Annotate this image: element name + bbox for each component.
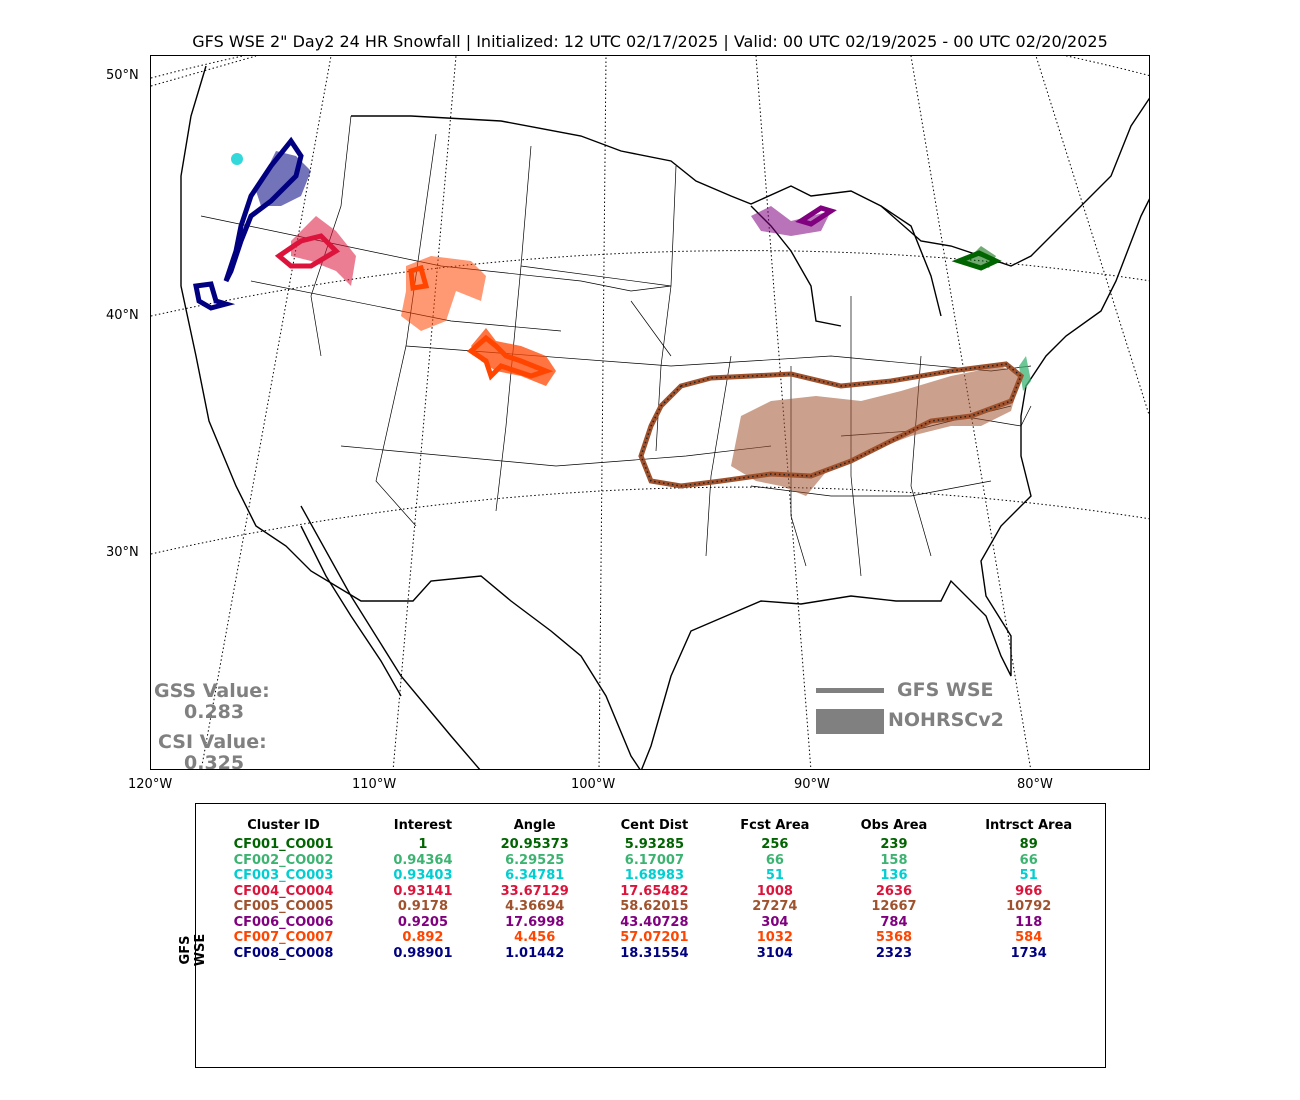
legend-forecast-label: GFS WSE — [897, 679, 994, 701]
legend-observed-label: NOHRSCv2 — [888, 709, 1004, 731]
gss-value: 0.283 — [184, 701, 245, 723]
map-title: GFS WSE 2" Day2 24 HR Snowfall | Initial… — [192, 32, 1108, 51]
header-obs-area: Obs Area — [860, 818, 928, 833]
table-cell: 33.67129 — [500, 883, 569, 899]
state-borders — [200, 115, 1032, 577]
lon-label-80: 80°W — [1017, 777, 1053, 792]
table-row: CF007_CO007 0.892 4.456 57.07201 1032 5368 584 — [196, 930, 1105, 946]
table-cell: 0.93141 — [393, 883, 453, 899]
header-cluster-id: Cluster ID — [247, 818, 320, 833]
table-cell: 1734 — [1010, 945, 1047, 961]
table-header-row: Cluster ID Interest Angle Cent Dist Fcst… — [196, 814, 1105, 837]
lat-label-40: 40°N — [106, 308, 139, 323]
table-row: CF002_CO002 0.94364 6.29525 6.17007 66 158 66 — [196, 853, 1105, 869]
table-cell: 1008 — [756, 883, 793, 899]
table-cell: 89 — [1019, 837, 1038, 852]
table-cell: 256 — [761, 837, 789, 852]
table-cell: 1.68983 — [624, 868, 684, 883]
table-cell: 1.01442 — [505, 945, 565, 961]
table-cell: 10792 — [1006, 899, 1052, 914]
table-cell: CF007_CO007 — [233, 930, 334, 945]
table-cell: 43.40728 — [620, 914, 689, 930]
table-cell: 4.456 — [514, 930, 556, 945]
forecast-contours — [193, 136, 1025, 489]
table-row: CF004_CO004 0.93141 33.67129 17.65482 1008 26… — [196, 884, 1105, 900]
table-cell: 0.9205 — [397, 914, 448, 930]
table-cell: 57.07201 — [620, 930, 689, 945]
table-cell: CF005_CO005 — [233, 899, 334, 914]
table-cell: 17.6998 — [505, 914, 565, 930]
table-cell: 1032 — [756, 930, 793, 945]
csi-value: 0.325 — [184, 752, 245, 770]
table-cell: 3104 — [756, 945, 793, 961]
table-cell: 5368 — [875, 930, 913, 945]
csi-label: CSI Value: — [158, 731, 267, 753]
lat-label-30: 30°N — [106, 545, 139, 560]
table-cell: CF004_CO004 — [233, 883, 334, 899]
table-cell: 4.36694 — [505, 899, 565, 914]
table-cell: CF008_CO008 — [233, 945, 334, 961]
table-cell: 0.94364 — [393, 852, 453, 868]
table-cell: 0.93403 — [393, 868, 453, 883]
table-cell: CF006_CO006 — [233, 914, 334, 930]
table-row: CF006_CO006 0.9205 17.6998 43.40728 304 784 11… — [196, 915, 1105, 931]
stats-table: Cluster ID Interest Angle Cent Dist Fcst… — [196, 814, 1105, 961]
table-cell: 0.892 — [402, 930, 444, 945]
table-row: CF001_CO001 1 20.95373 5.93285 256 239 89 — [196, 837, 1105, 853]
table-cell: 966 — [1015, 883, 1043, 899]
table-cell: 66 — [1019, 852, 1038, 868]
header-fcst-area: Fcst Area — [740, 818, 810, 833]
table-cell: 18.31554 — [620, 945, 689, 961]
table-cell: 6.34781 — [505, 868, 565, 883]
table-cell: 136 — [880, 868, 908, 883]
lon-label-120: 120°W — [128, 777, 173, 792]
table-cell: 12667 — [871, 899, 917, 914]
gss-label: GSS Value: — [154, 680, 270, 702]
header-angle: Angle — [513, 818, 556, 833]
table-cell: 784 — [880, 914, 908, 930]
lat-label-50: 50°N — [106, 68, 139, 83]
stats-table-panel: Cluster ID Interest Angle Cent Dist Fcst… — [195, 803, 1106, 1068]
table-cell: 584 — [1015, 930, 1043, 945]
table-cell: 51 — [1019, 868, 1038, 883]
table-cell: 2323 — [875, 945, 913, 961]
table-cell: 158 — [880, 852, 908, 868]
table-cell: CF002_CO002 — [233, 852, 334, 868]
lon-label-100: 100°W — [571, 777, 616, 792]
header-intrsct-area: Intrsct Area — [985, 818, 1073, 833]
table-cell: 6.17007 — [624, 852, 684, 868]
header-interest: Interest — [393, 818, 453, 833]
observed-regions — [231, 151, 1031, 496]
table-cell: 0.98901 — [393, 945, 453, 961]
table-cell: 1 — [418, 837, 428, 852]
legend-forecast-swatch — [816, 688, 884, 693]
country-borders — [180, 65, 1149, 769]
table-cell: 66 — [765, 852, 784, 868]
conus-map — [151, 56, 1149, 769]
legend-observed-swatch — [816, 709, 884, 734]
table-cell: 27274 — [752, 899, 798, 914]
table-cell: 20.95373 — [500, 837, 569, 852]
table-row: CF003_CO003 0.93403 6.34781 1.68983 51 136 51 — [196, 868, 1105, 884]
table-row: CF008_CO008 0.98901 1.01442 18.31554 3104 232… — [196, 946, 1105, 962]
table-cell: 17.65482 — [620, 883, 689, 899]
lon-label-90: 90°W — [794, 777, 830, 792]
table-cell: 5.93285 — [624, 837, 684, 852]
table-cell: CF003_CO003 — [233, 868, 334, 883]
header-cent-dist: Cent Dist — [620, 818, 689, 833]
table-cell: CF001_CO001 — [233, 837, 334, 852]
table-cell: 0.9178 — [397, 899, 448, 914]
table-row: CF005_CO005 0.9178 4.36694 58.62015 27274 126… — [196, 899, 1105, 915]
lon-label-110: 110°W — [352, 777, 397, 792]
table-cell: 118 — [1015, 914, 1043, 930]
map-panel: GSS Value: 0.283 CSI Value: 0.325 GFS WS… — [150, 55, 1150, 770]
table-cell: 58.62015 — [620, 899, 689, 914]
table-cell: 304 — [761, 914, 789, 930]
table-cell: 239 — [880, 837, 908, 852]
table-cell: 6.29525 — [505, 852, 565, 868]
table-cell: 51 — [765, 868, 784, 883]
table-cell: 2636 — [875, 883, 913, 899]
